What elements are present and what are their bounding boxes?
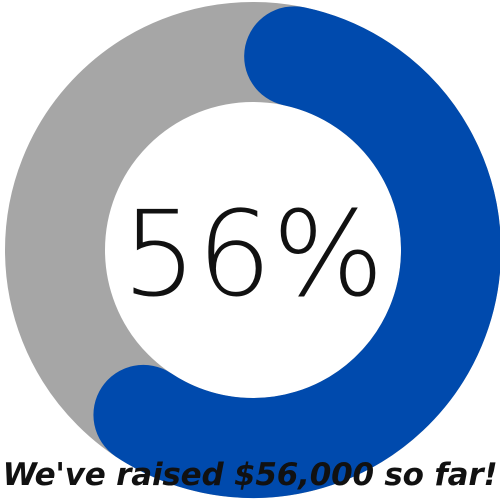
center-percent-label: 56% — [122, 185, 384, 323]
fundraising-caption: We've raised $56,000 so far! — [2, 457, 498, 493]
donut-arc-raised — [93, 6, 500, 498]
